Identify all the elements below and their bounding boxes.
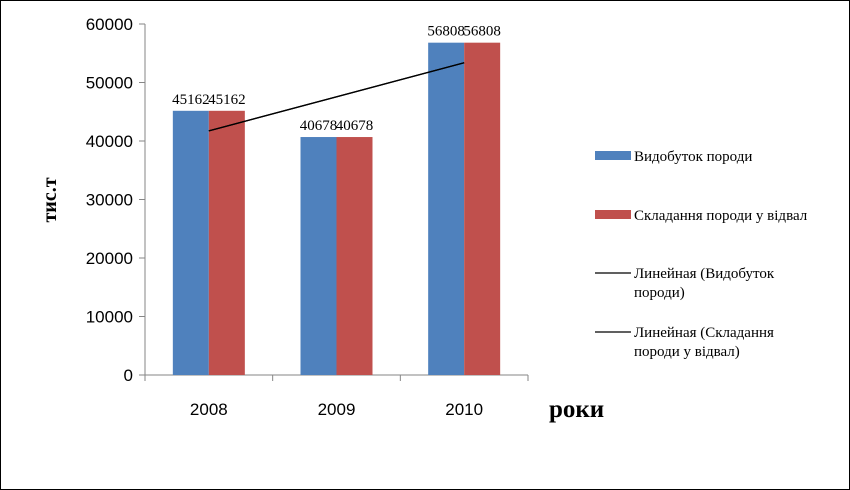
data-label: 56808	[427, 24, 465, 40]
bar	[172, 110, 209, 375]
legend-label-line: породи)	[634, 285, 685, 301]
y-tick-label: 40000	[86, 132, 133, 151]
bar	[336, 137, 373, 375]
x-tick-label: 2008	[190, 400, 228, 419]
data-label: 56808	[463, 24, 501, 40]
y-axis-title: тис.т	[39, 177, 61, 222]
legend-label-line: Складання породи у відвал	[634, 208, 808, 224]
x-tick-label: 2010	[445, 400, 483, 419]
y-tick-label: 50000	[86, 74, 133, 93]
y-tick-label: 10000	[86, 308, 133, 327]
legend-label-line: Линейная (Складання	[634, 325, 774, 341]
legend-swatch	[595, 210, 631, 219]
y-tick-label: 0	[124, 366, 133, 385]
data-label: 40678	[336, 118, 374, 134]
bar	[464, 42, 501, 376]
data-label: 40678	[300, 118, 338, 134]
y-tick-label: 20000	[86, 249, 133, 268]
legend-label: Видобуток породи	[634, 149, 752, 165]
x-axis-title: роки	[549, 396, 604, 423]
data-label: 45162	[208, 92, 246, 108]
legend-label: Линейная (Складання породи у відвал)	[634, 325, 774, 360]
x-tick-label: 2009	[318, 400, 356, 419]
trend-line	[208, 62, 465, 132]
bar	[300, 137, 337, 375]
legend-label-line: Видобуток породи	[634, 149, 752, 165]
legend-swatch	[595, 151, 631, 160]
legend-label: Складання породи у відвал	[634, 208, 808, 224]
y-tick-label: 60000	[86, 15, 133, 34]
legend-label-line: породи у відвал)	[634, 344, 740, 360]
bar	[428, 42, 465, 376]
legend-label-line: Линейная (Видобуток	[634, 266, 775, 282]
y-tick-label: 30000	[86, 191, 133, 210]
legend-label: Линейная (Видобуток породи)	[634, 266, 775, 301]
data-label: 45162	[172, 92, 210, 108]
bar	[208, 110, 245, 375]
